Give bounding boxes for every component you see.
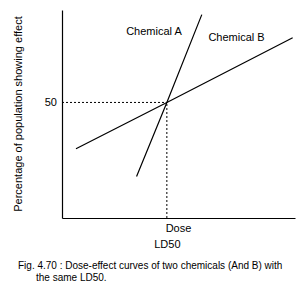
chart: LD50 50 Dose Percentage of population showi… <box>0 0 305 285</box>
tick-label: LD50 <box>154 238 180 250</box>
y-axis: 50 <box>45 11 63 219</box>
y-axis-title: Percentage of population showing effect <box>12 16 24 212</box>
axis-line <box>62 11 63 219</box>
series-line <box>137 15 202 177</box>
plot: LD50 50 Dose Percentage of population showi… <box>12 11 296 250</box>
series-label: Chemical A <box>126 25 182 37</box>
series-label: Chemical B <box>208 31 264 43</box>
x-guide <box>166 102 167 218</box>
x-axis-title: Dose <box>166 222 192 234</box>
plot-area <box>62 15 293 218</box>
caption: Fig. 4.70 : Dose-effect curves of two ch… <box>18 260 282 283</box>
y-guide <box>62 102 167 103</box>
tick: 50 <box>45 96 62 108</box>
x-axis: LD50 <box>63 218 296 250</box>
axis-line <box>63 218 296 219</box>
series-line <box>76 38 293 149</box>
tick-label: 50 <box>45 96 57 108</box>
